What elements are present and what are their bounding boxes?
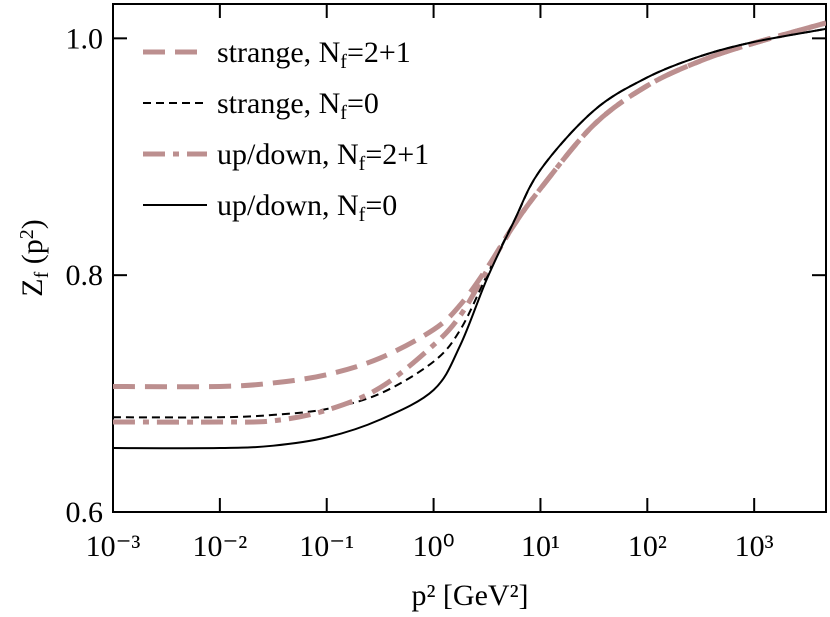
x-tick-label: 10²	[628, 530, 667, 563]
legend-label-part: strange, N	[217, 36, 340, 69]
legend-label-part: f	[359, 204, 366, 226]
series-line	[113, 20, 826, 425]
legend-label-part: =2+1	[365, 138, 429, 171]
legend-label: strange, Nf=2+1	[217, 36, 411, 73]
legend-label-part: =0	[365, 189, 397, 222]
x-tick-label: 10³	[735, 530, 774, 563]
y-tick-label: 1.0	[66, 22, 104, 55]
x-tick-label: 10⁻¹	[299, 530, 354, 563]
series-line	[113, 27, 826, 450]
y-tick-label: 0.8	[66, 259, 104, 292]
legend-label-part: up/down, N	[217, 138, 359, 171]
y-axis-label-part: )	[16, 219, 49, 229]
x-tick-label: 10⁰	[413, 530, 455, 563]
legend-label-part: f	[340, 51, 347, 73]
plot-frame	[112, 3, 827, 513]
legend-label: up/down, Nf=0	[217, 189, 397, 226]
y-axis-label: Zf (p2)	[16, 219, 53, 297]
x-tick-label: 10⁻²	[192, 530, 247, 563]
legend-label-part: strange, N	[217, 87, 340, 120]
x-tick-label: 10⁻³	[86, 530, 141, 563]
y-axis-label-part: 2	[16, 229, 38, 239]
x-tick-label: 10¹	[521, 530, 560, 563]
y-axis-label-part: (p	[16, 239, 49, 272]
legend-label-part: =0	[347, 87, 379, 120]
series-line	[113, 20, 826, 390]
legend-label-part: up/down, N	[217, 189, 359, 222]
legend-label-part: =2+1	[347, 36, 411, 69]
y-axis-label-part: Z	[16, 278, 49, 296]
legend-label-part: f	[359, 153, 366, 175]
y-tick-label: 0.6	[66, 496, 104, 529]
x-axis-label: p² [GeV²]	[411, 579, 528, 612]
legend-label: up/down, Nf=2+1	[217, 138, 429, 175]
legend-label-part: f	[340, 102, 347, 124]
legend-label: strange, Nf=0	[217, 87, 379, 124]
y-axis-label-part: f	[31, 271, 53, 278]
